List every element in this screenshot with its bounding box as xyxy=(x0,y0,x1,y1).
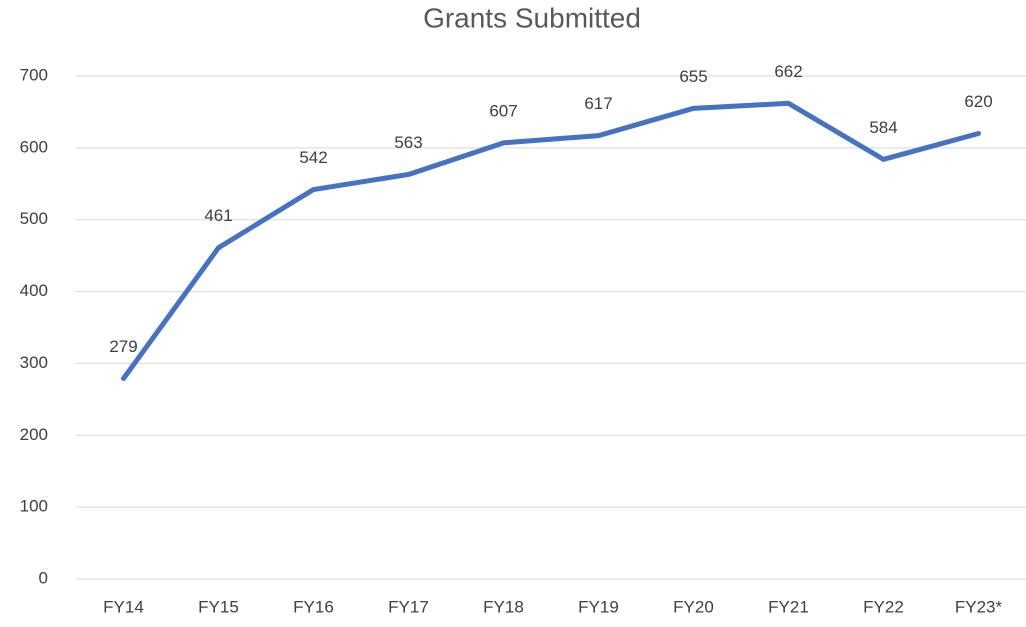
data-label: 279 xyxy=(109,337,137,356)
x-tick-label: FY18 xyxy=(483,597,524,616)
data-label: 542 xyxy=(299,148,327,167)
data-label: 620 xyxy=(964,92,992,111)
data-label: 617 xyxy=(584,94,612,113)
x-tick-label: FY16 xyxy=(293,597,334,616)
x-tick-label: FY14 xyxy=(103,597,144,616)
data-label: 655 xyxy=(679,67,707,86)
y-tick-label: 200 xyxy=(20,425,48,444)
y-tick-label: 400 xyxy=(20,281,48,300)
line-series xyxy=(121,100,981,382)
data-label: 607 xyxy=(489,101,517,120)
y-tick-label: 300 xyxy=(20,353,48,372)
data-label: 563 xyxy=(394,133,422,152)
y-tick-label: 0 xyxy=(39,568,48,587)
x-tick-label: FY22 xyxy=(863,597,904,616)
y-tick-label: 100 xyxy=(20,497,48,516)
x-tick-label: FY23* xyxy=(955,597,1003,616)
x-tick-label: FY15 xyxy=(198,597,239,616)
data-label: 662 xyxy=(774,62,802,81)
y-tick-label: 600 xyxy=(20,137,48,156)
x-tick-label: FY19 xyxy=(578,597,619,616)
data-label: 461 xyxy=(204,206,232,225)
chart-title: Grants Submitted xyxy=(423,2,641,33)
data-label: 584 xyxy=(869,118,897,137)
y-tick-label: 700 xyxy=(20,65,48,84)
x-tick-label: FY20 xyxy=(673,597,714,616)
y-tick-label: 500 xyxy=(20,209,48,228)
x-tick-label: FY17 xyxy=(388,597,429,616)
x-tick-label: FY21 xyxy=(768,597,809,616)
